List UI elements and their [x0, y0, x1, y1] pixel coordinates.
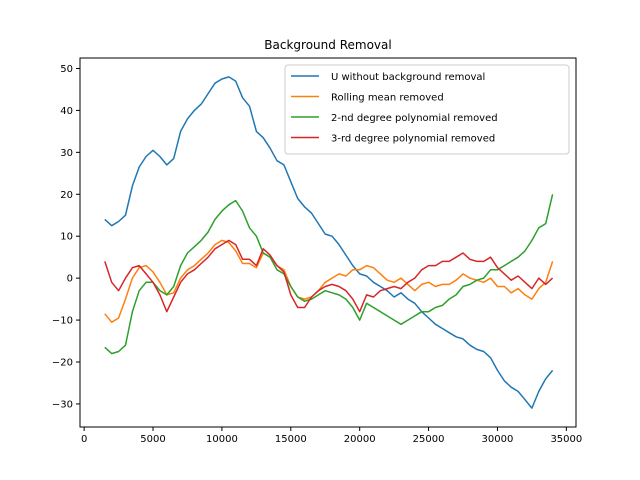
x-tick-label: 35000	[550, 434, 582, 445]
axes-frame	[79, 57, 577, 428]
legend-label: U without background removal	[331, 72, 485, 83]
y-tick-label: 40	[60, 106, 73, 117]
series-line-1	[104, 76, 554, 409]
x-tick-label: 20000	[344, 434, 376, 445]
chart-title: Background Removal	[264, 38, 391, 52]
x-tick-label: 25000	[413, 434, 445, 445]
x-axis: 0 5000 10000 15000 20000 25000 30000 35000	[81, 427, 582, 445]
x-tick-label: 15000	[275, 434, 307, 445]
y-tick-label: 50	[60, 64, 73, 75]
x-tick-label: 5000	[140, 434, 165, 445]
y-tick-label: −10	[52, 316, 73, 327]
y-axis: −30 −20 −10 0 10 20 30 40 50	[52, 64, 80, 410]
legend-label: 2-nd degree polynomial removed	[331, 113, 498, 124]
legend-label: 3-rd degree polynomial removed	[331, 134, 495, 145]
y-tick-label: 30	[60, 148, 73, 159]
y-tick-label: −20	[52, 358, 73, 369]
x-tick-label: 30000	[482, 434, 514, 445]
x-tick-label: 0	[81, 434, 87, 445]
legend-label: Rolling mean removed	[331, 93, 444, 104]
legend-box	[284, 64, 570, 155]
x-tick-label: 10000	[206, 434, 238, 445]
legend: U without background removal Rolling mean…	[284, 64, 570, 155]
y-tick-label: 10	[60, 232, 73, 243]
y-tick-label: 20	[60, 190, 73, 201]
series-line-3	[104, 194, 554, 355]
y-tick-label: 0	[67, 274, 73, 285]
series-line-4	[104, 239, 554, 313]
series-layer	[104, 76, 554, 409]
y-tick-label: −30	[52, 399, 73, 410]
